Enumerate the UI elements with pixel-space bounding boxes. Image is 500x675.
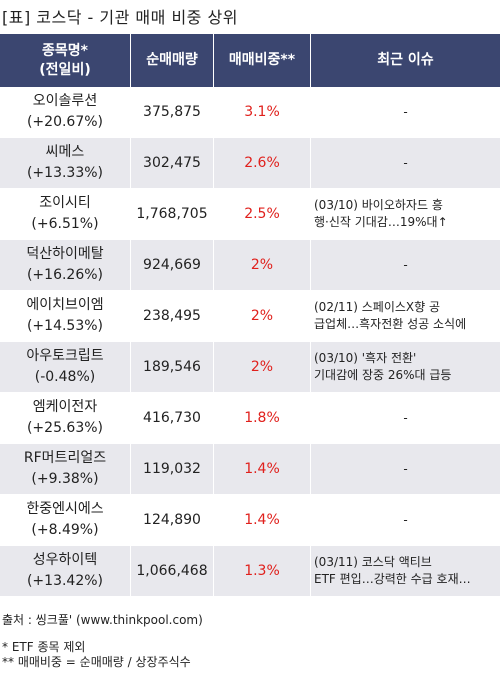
table-row: 오이솔루션 (+20.67%) 375,875 3.1% - [0,87,500,138]
table-row: RF머트리얼즈 (+9.38%) 119,032 1.4% - [0,444,500,495]
stock-change: (+9.38%) [31,471,99,487]
issue-line: 급업체…흑자전환 성공 소식에 [314,317,467,331]
stock-name-cell: 덕산하이메탈 (+16.26%) [0,240,131,291]
table-row: 에이치브이엠 (+14.53%) 238,495 2% (02/11) 스페이스X향 공… [0,291,500,342]
issue-line: ETF 편입…강력한 수급 호재… [314,572,471,586]
table-body: 오이솔루션 (+20.67%) 375,875 3.1% - 씨메스 (+13.33%) 30… [0,87,500,597]
stock-name: 에이치브이엠 [26,297,104,313]
issue-line: - [403,512,408,527]
issue-line: - [403,104,408,119]
issue-line: - [403,410,408,425]
net-volume-cell: 302,475 [131,138,214,189]
issue-line: (03/11) 코스닥 액티브 [314,555,432,569]
recent-issue-cell: - [311,444,500,495]
stock-change: (+14.53%) [26,318,104,334]
trade-ratio-cell: 2% [214,342,311,393]
stock-name: RF머트리얼즈 [23,450,107,466]
stock-change: (+8.49%) [31,522,99,538]
issue-line: (03/10) 바이오하자드 흥 [314,198,443,212]
net-volume-cell: 924,669 [131,240,214,291]
stock-name: 엠케이전자 [32,399,98,415]
table-header-row: 종목명* (전일비) 순매매량 매매비중** 최근 이슈 [0,34,500,87]
recent-issue-cell: - [311,87,500,138]
issue-line: (02/11) 스페이스X향 공 [314,300,441,314]
issue-line: - [403,155,408,170]
stock-name: 성우하이텍 [32,552,98,568]
recent-issue-cell: - [311,495,500,546]
stock-name: 아우토크립트 [26,348,104,364]
issue-line: (03/10) '흑자 전환' [314,351,417,365]
stock-name-cell: RF머트리얼즈 (+9.38%) [0,444,131,495]
net-volume-cell: 1,768,705 [131,189,214,240]
footnote-ratio: ** 매매비중 = 순매매량 / 상장주식수 [2,655,191,669]
issue-line: - [403,257,408,272]
stock-name-cell: 엠케이전자 (+25.63%) [0,393,131,444]
source-note: 출처 : 씽크풀' (www.thinkpool.com) [2,613,203,627]
issue-line: 기대감에 장중 26%대 급등 [314,368,452,382]
stock-change: (+25.63%) [26,420,104,436]
trade-ratio-cell: 2.5% [214,189,311,240]
stock-name: 덕산하이메탈 [26,246,104,262]
header-volume: 순매매량 [131,34,214,87]
trade-ratio-cell: 3.1% [214,87,311,138]
net-volume-cell: 124,890 [131,495,214,546]
trade-ratio-cell: 2% [214,291,311,342]
table-row: 조이시티 (+6.51%) 1,768,705 2.5% (03/10) 바이오하자드 … [0,189,500,240]
recent-issue-cell: - [311,393,500,444]
header-name: 종목명* (전일비) [0,34,131,87]
stock-change: (+13.33%) [26,165,104,181]
net-volume-cell: 1,066,468 [131,546,214,597]
header-issue: 최근 이슈 [311,34,500,87]
table-row: 덕산하이메탈 (+16.26%) 924,669 2% - [0,240,500,291]
net-volume-cell: 189,546 [131,342,214,393]
stock-name: 씨메스 [45,144,85,160]
stock-change: (-0.48%) [34,369,96,385]
table-row: 성우하이텍 (+13.42%) 1,066,468 1.3% (03/11) 코스닥 액… [0,546,500,597]
net-volume-cell: 238,495 [131,291,214,342]
net-volume-cell: 375,875 [131,87,214,138]
header-change-line: (전일비) [39,61,91,78]
recent-issue-cell: (03/11) 코스닥 액티브 ETF 편입…강력한 수급 호재… [311,546,500,597]
page-title: [표] 코스닥 - 기관 매매 비중 상위 [2,8,238,27]
table-row: 씨메스 (+13.33%) 302,475 2.6% - [0,138,500,189]
stock-name-cell: 에이치브이엠 (+14.53%) [0,291,131,342]
footnote-etf: * ETF 종목 제외 [2,640,86,654]
stock-name-cell: 오이솔루션 (+20.67%) [0,87,131,138]
trade-ratio-cell: 2.6% [214,138,311,189]
trade-ratio-cell: 1.4% [214,495,311,546]
trade-ratio-cell: 1.8% [214,393,311,444]
stock-change: (+20.67%) [26,114,104,130]
stock-change: (+6.51%) [31,216,99,232]
stock-name-cell: 성우하이텍 (+13.42%) [0,546,131,597]
stock-name-cell: 씨메스 (+13.33%) [0,138,131,189]
institution-trading-table: 종목명* (전일비) 순매매량 매매비중** 최근 이슈 오이솔루션 (+20.67… [0,34,500,597]
issue-line: 행·신작 기대감…19%대↑ [314,215,448,229]
trade-ratio-cell: 1.3% [214,546,311,597]
table-row: 한중엔시에스 (+8.49%) 124,890 1.4% - [0,495,500,546]
recent-issue-cell: (03/10) '흑자 전환' 기대감에 장중 26%대 급등 [311,342,500,393]
net-volume-cell: 119,032 [131,444,214,495]
stock-change: (+16.26%) [26,267,104,283]
stock-name-cell: 아우토크립트 (-0.48%) [0,342,131,393]
header-ratio: 매매비중** [214,34,311,87]
issue-line: - [403,461,408,476]
header-name-line: 종목명* [42,42,88,59]
recent-issue-cell: - [311,240,500,291]
stock-name-cell: 조이시티 (+6.51%) [0,189,131,240]
stock-change: (+13.42%) [26,573,104,589]
recent-issue-cell: - [311,138,500,189]
stock-name: 조이시티 [39,195,91,211]
stock-name: 오이솔루션 [32,93,98,109]
trade-ratio-cell: 1.4% [214,444,311,495]
stock-name-cell: 한중엔시에스 (+8.49%) [0,495,131,546]
table-row: 엠케이전자 (+25.63%) 416,730 1.8% - [0,393,500,444]
table-row: 아우토크립트 (-0.48%) 189,546 2% (03/10) '흑자 전환' 기대… [0,342,500,393]
trade-ratio-cell: 2% [214,240,311,291]
net-volume-cell: 416,730 [131,393,214,444]
stock-name: 한중엔시에스 [26,501,104,517]
